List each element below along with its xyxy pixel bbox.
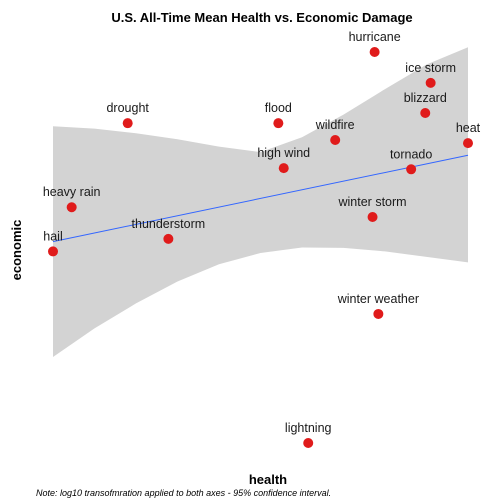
point-wildfire [330,134,341,145]
point-winter-storm [367,212,378,223]
point-heat [463,138,473,149]
confidence-band [53,47,468,358]
point-labels-layer: hail heavy rain thunderstorm drought flood hi… [43,30,481,435]
regression-line [52,154,469,243]
point-label-high-wind: high wind [257,146,310,160]
point-label-flood: flood [265,101,292,115]
point-label-lightning: lightning [285,421,332,435]
point-label-thunderstorm: thunderstorm [132,217,206,231]
point-heavy-rain [66,202,77,213]
y-axis-label: economic [9,220,24,281]
point-ice-storm [425,77,436,88]
point-label-winter-storm: winter storm [338,195,407,209]
point-thunderstorm [163,233,174,244]
point-label-wildfire: wildfire [315,118,355,132]
point-high-wind [278,163,289,174]
x-axis-label: health [249,472,287,487]
point-label-heat: heat [456,121,481,135]
point-drought [122,118,133,129]
plot-area: hail heavy rain thunderstorm drought flood hi… [43,30,481,448]
chart-title: U.S. All-Time Mean Health vs. Economic D… [111,10,412,25]
point-label-drought: drought [106,101,149,115]
point-label-tornado: tornado [390,147,432,161]
point-lightning [303,438,314,448]
point-label-hail: hail [43,229,62,243]
point-hail [48,246,58,257]
point-hurricane [369,47,380,57]
chart-caption: Note: log10 transofmration applied to bo… [36,488,331,498]
point-winter-weather [373,308,384,319]
point-label-heavy-rain: heavy rain [43,185,101,199]
point-label-blizzard: blizzard [404,91,447,105]
points-layer [48,47,473,448]
point-flood [273,118,284,129]
point-label-ice-storm: ice storm [405,61,456,75]
point-blizzard [420,107,431,118]
point-label-hurricane: hurricane [349,30,401,44]
point-label-winter-weather: winter weather [337,292,419,306]
point-tornado [406,164,417,175]
